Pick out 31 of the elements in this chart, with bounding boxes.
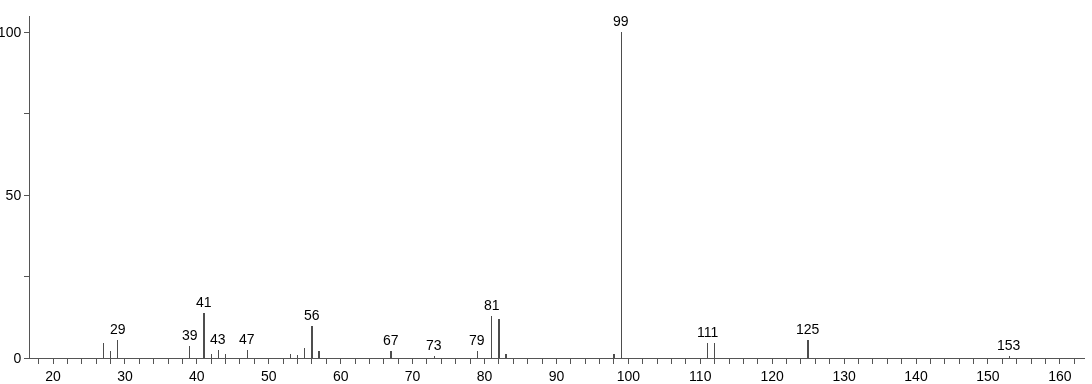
x-tick-label: 20 [45,367,62,384]
x-tick-label: 140 [904,367,928,384]
x-tick-label: 130 [832,367,856,384]
annotation: 47 [239,331,255,347]
x-tick-label: 70 [404,367,421,384]
y-tick-label: 0 [13,349,22,366]
x-tick-label: 50 [260,367,277,384]
annotation: 125 [796,321,820,337]
annotation: 56 [304,307,320,323]
annotation: 73 [426,337,442,353]
annotation: 41 [196,294,212,310]
annotation: 81 [484,297,500,313]
x-tick-label: 60 [332,367,349,384]
x-tick-label: 30 [117,367,133,384]
annotation: 29 [110,321,126,337]
annotation: 111 [697,324,719,340]
annotation: 67 [383,332,399,348]
x-tick-label: 110 [689,367,712,384]
annotation: 39 [182,327,198,343]
x-tick-label: 150 [976,367,1000,384]
x-tick-label: 80 [476,367,493,384]
x-tick-label: 40 [189,367,205,384]
x-tick-label: 100 [616,367,641,384]
annotation: 79 [469,332,485,348]
annotation: 153 [997,337,1021,353]
x-tick-label: 160 [1048,367,1072,384]
x-tick-label: 90 [548,367,565,384]
y-tick-label: 50 [5,187,22,204]
annotation: 43 [210,331,226,347]
annotation: 99 [613,13,629,29]
x-tick-label: 120 [760,367,785,384]
